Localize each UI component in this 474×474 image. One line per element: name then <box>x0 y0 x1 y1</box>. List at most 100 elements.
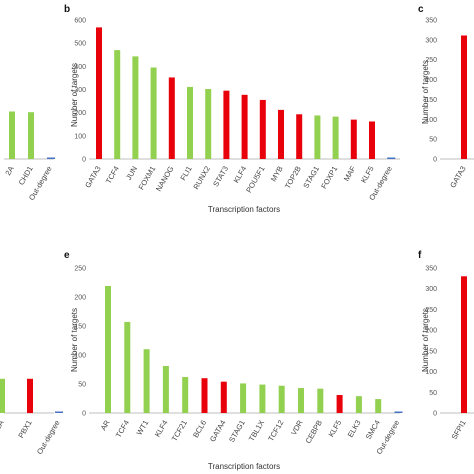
panel-e-plot: 0 50 100 150 200 250 AR TCF4 WT1 KLF4 TCF21 BCL6 GAT… <box>74 266 403 456</box>
panel-f-ytick-label: 350 <box>425 266 437 273</box>
panel-e-xlabel: Transcription factors <box>208 462 280 471</box>
panel-b-category-label: JUN <box>124 165 139 182</box>
panel-b-category-label: MAF <box>342 164 358 183</box>
panel-b-bar-top2b <box>296 114 303 159</box>
panel-e-category-label: GATA4 <box>208 419 228 444</box>
panel-e-letter: e <box>64 250 70 261</box>
panel-b-ytick-label: 0 <box>82 157 86 164</box>
panel-e-category-label: ELK3 <box>346 419 363 439</box>
panel-e-bar-tcf12 <box>278 385 285 413</box>
panel-f-ytick-label: 50 <box>429 390 437 397</box>
panel-b-ytick-label: 200 <box>74 110 86 117</box>
panel-d-category-label: Out-degree <box>35 419 62 456</box>
panel-b-category-label: NANOG <box>154 164 176 192</box>
panel-e-category-label: KLF4 <box>153 419 170 439</box>
panel-f-ytick-label: 250 <box>425 307 437 314</box>
panel-b-category-label: RUNX2 <box>191 165 212 192</box>
panel-f-ytick-label: 150 <box>425 348 437 355</box>
panel-e-ytick-label: 0 <box>82 411 86 418</box>
panel-e-bar-bcl6 <box>201 378 208 413</box>
panel-b-bar-myb <box>278 109 284 159</box>
panel-e-bar-stag1 <box>240 383 247 413</box>
panel-b-category-label: FOXP1 <box>319 165 339 191</box>
panel-e-category-label: TCF12 <box>266 419 285 443</box>
panel-f: f Number of targets 0 50 100 150 200 250 300 35… <box>418 250 474 441</box>
panel-c-ytick-label: 150 <box>425 97 437 104</box>
panel-e-bar-gata4 <box>220 381 227 413</box>
panel-b: b Number of targets Transcription factor… <box>64 4 400 214</box>
panel-b-bar-maf <box>350 119 357 159</box>
panel-b-bar-tcf4 <box>114 50 121 159</box>
panel-e-ytick-label: 50 <box>78 382 86 389</box>
panel-b-bar-foxm1 <box>150 67 157 159</box>
panel-b-ytick-label: 500 <box>74 41 86 48</box>
panel-a-bar-2a <box>9 111 15 159</box>
panel-e-category-label: KLF5 <box>327 419 344 439</box>
panel-e-ytick-label: 100 <box>74 353 86 360</box>
panel-d-category-label: 2A <box>0 419 6 431</box>
panel-a-bar-out-degree <box>47 157 55 159</box>
panel-c-ytick-label: 300 <box>425 37 437 44</box>
panel-e-bar-out-degree <box>394 411 403 413</box>
panel-b-category-label: FLI1 <box>178 165 193 183</box>
panel-f-bar-sfpi1 <box>461 276 467 413</box>
panel-b-bar-stat3 <box>223 90 230 159</box>
panel-b-bar-gata3 <box>96 27 102 160</box>
panel-b-bar-pou5f1 <box>259 99 266 159</box>
panel-c-ytick-label: 50 <box>429 137 437 144</box>
panel-b-category-label: TOP2B <box>283 165 303 191</box>
panel-c: c Number of targets 0 50 100 150 200 250 300 35… <box>418 4 474 189</box>
panel-f-ytick-label: 300 <box>425 286 437 293</box>
panel-c-ytick-label: 200 <box>425 77 437 84</box>
panel-a-category-label: CHD1 <box>17 165 35 187</box>
panel-b-category-label: KLF4 <box>232 165 249 185</box>
panel-e-category-label: TCF4 <box>114 419 131 440</box>
panel-f-ytick-label: 0 <box>433 411 437 418</box>
panel-b-ytick-label: 400 <box>74 64 86 71</box>
panel-e-bar-ar <box>105 285 111 413</box>
panel-e-category-label: STAG1 <box>227 419 247 444</box>
panel-b-letter: b <box>64 4 70 15</box>
panel-d-bar-2a <box>0 378 5 413</box>
panel-e-bar-cebpb <box>317 388 324 413</box>
panel-e: e Number of targets Transcription factor… <box>64 250 403 471</box>
panel-e-category-label: WT1 <box>135 419 151 437</box>
panel-e-category-label: SMC4 <box>364 419 382 442</box>
panel-e-bar-vdr <box>298 388 304 413</box>
panel-d-bar-out-degree <box>55 411 63 413</box>
panel-b-category-label: MYB <box>269 165 285 184</box>
panel-e-category-label: AR <box>99 418 112 432</box>
panel-e-category-label: TBL1X <box>247 419 266 443</box>
panel-b-ylabel: Number of targets <box>70 63 79 127</box>
panel-f-ytick-label: 200 <box>425 328 437 335</box>
panel-a-category-label: 2A <box>3 165 15 177</box>
panel-e-ytick-label: 200 <box>74 295 86 302</box>
panel-c-ytick-label: 350 <box>425 18 437 25</box>
panel-b-category-label: TCF4 <box>104 165 121 186</box>
panel-c-ytick-label: 250 <box>425 57 437 64</box>
panel-f-plot: 050100150200250300350SFPI1CE <box>425 266 474 441</box>
panel-b-category-label: KLF5 <box>359 165 376 185</box>
panel-e-ytick-label: 250 <box>74 266 86 273</box>
panel-c-bar-gata3 <box>461 35 467 159</box>
panel-b-bar-stag1 <box>314 115 321 159</box>
panel-c-ytick-label: 0 <box>433 157 437 164</box>
panel-b-category-label: GATA3 <box>83 165 103 190</box>
panel-e-ytick-label: 150 <box>74 324 86 331</box>
panel-e-ylabel: Number of targets <box>70 308 79 372</box>
panel-e-category-label: CEBPB <box>304 419 325 446</box>
panel-a-bar-chd1 <box>28 112 34 159</box>
panel-e-bar-tcf4 <box>124 321 131 413</box>
panel-e-bar-smc4 <box>375 399 382 413</box>
panel-b-bar-runx2 <box>205 89 212 159</box>
panel-e-category-label: BCL6 <box>191 419 208 440</box>
panel-e-bar-tcf21 <box>182 377 189 413</box>
panel-b-bar-nanog <box>168 77 175 159</box>
panel-b-bar-out-degree <box>387 157 396 159</box>
panel-b-ytick-label: 600 <box>74 18 86 25</box>
panel-d-bar-pbx1 <box>27 378 33 413</box>
panel-e-category-label: VDR <box>289 418 305 437</box>
